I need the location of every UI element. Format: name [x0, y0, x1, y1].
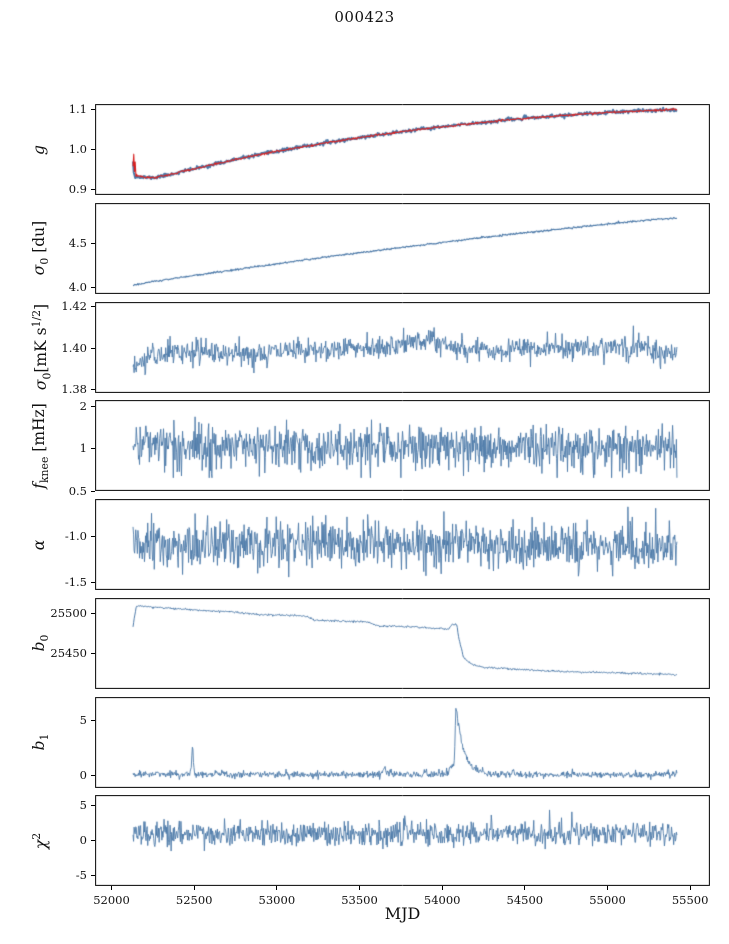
x-axis-label: MJD — [384, 904, 421, 923]
y-tickmark — [90, 875, 95, 877]
y-tick-label: 0.5 — [68, 483, 87, 498]
y-tick-label: 4.0 — [68, 280, 87, 295]
y-tick-label: 1.1 — [68, 102, 87, 117]
x-tickmark — [276, 886, 278, 891]
x-tick-label: 52000 — [93, 893, 130, 908]
y-tickmark — [90, 405, 95, 407]
y-tick-label: 25450 — [50, 646, 87, 661]
y-tickmark — [90, 243, 95, 245]
x-tickmark — [441, 886, 443, 891]
y-tickmark — [90, 490, 95, 492]
y-tick-label: -5 — [75, 868, 87, 883]
y-tick-label: 4.5 — [68, 236, 87, 251]
y-tickmark — [90, 448, 95, 450]
y-tick-label: 0 — [79, 767, 87, 782]
panel-chi2-plot — [95, 795, 710, 887]
y-tick-label: 25500 — [50, 606, 87, 621]
x-tick-label: 53000 — [258, 893, 296, 908]
x-tick-label: 54500 — [506, 893, 544, 908]
x-tickmark — [111, 886, 113, 891]
x-tickmark — [524, 886, 526, 891]
y-tick-label: -1.0 — [64, 528, 87, 543]
x-tick-label: 55500 — [671, 893, 709, 908]
x-tickmark — [689, 886, 691, 891]
panel-alpha-plot — [95, 499, 710, 590]
y-tickmark — [90, 388, 95, 390]
panel-g-plot — [95, 104, 710, 195]
y-tickmark — [90, 840, 95, 842]
y-tick-label: 2 — [79, 398, 87, 413]
y-tick-label: 5 — [79, 798, 87, 813]
y-tickmark — [90, 720, 95, 722]
y-tickmark — [90, 774, 95, 776]
x-tick-label: 52500 — [175, 893, 213, 908]
y-tickmark — [90, 149, 95, 150]
x-tick-label: 54000 — [423, 893, 461, 908]
y-tick-label: 0 — [79, 833, 87, 848]
panel-sigma0-du-plot — [95, 202, 710, 294]
x-tick-label: 55000 — [589, 893, 626, 908]
panel-chi2-ylabel: χ2 — [30, 832, 51, 849]
y-tick-label: 1.0 — [68, 142, 87, 156]
panel-fknee-plot — [95, 400, 710, 492]
panel-b0-plot — [95, 597, 710, 689]
y-tick-label: 1 — [79, 441, 87, 456]
panel-b1-plot — [95, 696, 710, 788]
x-tickmark — [607, 886, 608, 891]
y-tickmark — [90, 535, 95, 537]
y-tickmark — [90, 306, 95, 308]
x-tick-label: 53500 — [341, 893, 378, 908]
y-tick-label: 0.9 — [68, 181, 87, 196]
y-tickmark — [90, 188, 95, 190]
y-tick-label: 5 — [79, 713, 87, 728]
y-tick-label: 1.42 — [61, 299, 87, 314]
y-tick-label: 1.38 — [61, 381, 87, 396]
y-tickmark — [90, 805, 95, 807]
y-tickmark — [90, 347, 95, 349]
y-tickmark — [90, 287, 95, 289]
y-tickmark — [90, 109, 95, 111]
figure-title: 000423 — [334, 8, 395, 26]
y-tickmark — [90, 582, 95, 584]
x-tickmark — [193, 886, 195, 891]
panel-sigma0-mk-plot — [95, 301, 710, 393]
y-tick-label: -1.5 — [64, 575, 87, 590]
y-tick-label: 1.40 — [61, 340, 87, 355]
x-tickmark — [359, 886, 361, 891]
y-tickmark — [90, 653, 95, 655]
y-tickmark — [90, 613, 95, 615]
